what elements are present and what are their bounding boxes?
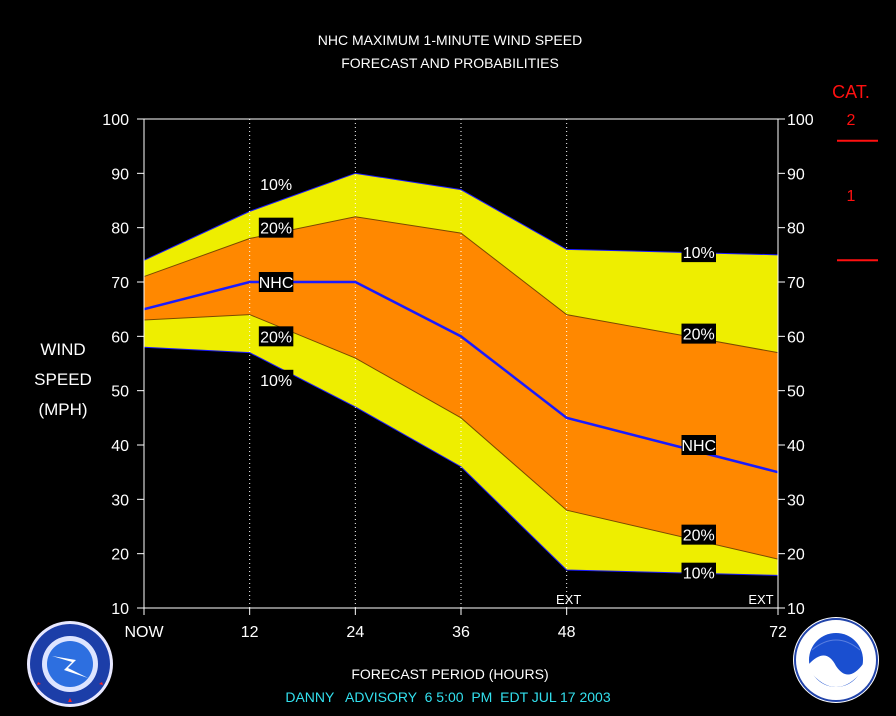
y-tick-label-left: 80 bbox=[111, 221, 129, 238]
y-tick-label-right: 10 bbox=[787, 601, 805, 618]
y-axis-title-line2: SPEED bbox=[34, 370, 92, 389]
x-tick-label: 48 bbox=[558, 624, 576, 641]
ext-marks: EXT EXT bbox=[556, 592, 774, 607]
annotation-background bbox=[258, 272, 294, 292]
ext-label: EXT bbox=[556, 592, 581, 607]
vertical-gridlines bbox=[249, 119, 568, 608]
y-tick-label-right: 50 bbox=[787, 384, 805, 401]
x-tick-label: 72 bbox=[769, 624, 787, 641]
y-tick-label-left: 30 bbox=[111, 492, 129, 509]
y-tick-label-left: 50 bbox=[111, 384, 129, 401]
y-tick-label-left: 10 bbox=[111, 601, 129, 618]
x-axis-title: FORECAST PERIOD (HOURS) bbox=[351, 666, 548, 682]
annotation-background bbox=[258, 326, 294, 347]
y-tick-label-left: 90 bbox=[111, 166, 129, 183]
y-tick-label-left: 100 bbox=[102, 112, 129, 129]
axes: 10 10 20 20 30 30 40 40 50 50 60 60 70 70 80 80 90 90 100 1… bbox=[102, 112, 814, 641]
annotation-background bbox=[681, 524, 716, 545]
y-tick-label-right: 30 bbox=[787, 492, 805, 509]
series-line-nhc bbox=[143, 280, 779, 474]
chart-title-line1: NHC MAXIMUM 1-MINUTE WIND SPEED bbox=[318, 32, 582, 48]
y-tick-label-left: 60 bbox=[111, 329, 129, 346]
category-label: 1 bbox=[847, 188, 856, 205]
y-tick-label-right: 40 bbox=[787, 438, 805, 455]
y-tick-label-right: 20 bbox=[787, 547, 805, 564]
series-line-lower-20 bbox=[143, 314, 779, 560]
annotation-label: 20% bbox=[683, 528, 715, 545]
annotation-background bbox=[258, 174, 294, 195]
y-tick-label-left: 70 bbox=[111, 275, 129, 292]
annotation-background bbox=[258, 369, 294, 390]
annotation-background bbox=[258, 217, 294, 238]
annotation-label: 10% bbox=[683, 566, 715, 583]
y-tick-label-right: 80 bbox=[787, 221, 805, 238]
annotation-label: 20% bbox=[683, 327, 715, 344]
annotation-background bbox=[681, 562, 716, 583]
annotation-label: 10% bbox=[260, 177, 292, 194]
y-axis-title-line3: (MPH) bbox=[38, 400, 87, 419]
advisory-line: DANNY ADVISORY 6 5:00 PM EDT JUL 17 2003 bbox=[285, 689, 610, 705]
y-axis-title: WIND SPEED (MPH) bbox=[34, 340, 92, 419]
series-line-upper-20 bbox=[143, 216, 779, 354]
annotation-label: 10% bbox=[683, 245, 715, 262]
y-tick-label-right: 60 bbox=[787, 329, 805, 346]
y-tick-label-right: 100 bbox=[787, 112, 814, 129]
y-tick-label-right: 70 bbox=[787, 275, 805, 292]
annotation-label: NHC bbox=[681, 438, 716, 455]
y-tick-label-left: 40 bbox=[111, 438, 129, 455]
noaa-logo bbox=[793, 617, 879, 703]
ext-label: EXT bbox=[748, 592, 773, 607]
annotation-background bbox=[681, 435, 716, 455]
x-tick-label: 24 bbox=[346, 624, 364, 641]
category-header: CAT. bbox=[832, 82, 870, 102]
annotation-label: NHC bbox=[259, 275, 294, 292]
category-label: 2 bbox=[847, 112, 856, 129]
annotation-label: 10% bbox=[260, 373, 292, 390]
annotation-label: 20% bbox=[260, 329, 292, 346]
x-tick-label: 12 bbox=[241, 624, 259, 641]
annotation-background bbox=[681, 242, 716, 263]
chart-title-line2: FORECAST AND PROBABILITIES bbox=[341, 55, 559, 71]
annotation-labels: 10% 20% NHC 20% 10% 10% 20% NHC 20% 10% bbox=[258, 174, 716, 583]
annotation-background bbox=[681, 323, 716, 344]
x-tick-label: 36 bbox=[452, 624, 470, 641]
annotation-label: 20% bbox=[260, 221, 292, 238]
y-tick-label-left: 20 bbox=[111, 547, 129, 564]
series-line-lower-10 bbox=[143, 346, 779, 576]
x-tick-label: NOW bbox=[124, 624, 164, 641]
nws-logo bbox=[27, 621, 113, 707]
series-line-upper-10 bbox=[143, 172, 779, 261]
y-axis-title-line1: WIND bbox=[40, 340, 85, 359]
nhc-forecast-line-group bbox=[143, 280, 779, 474]
y-tick-label-right: 90 bbox=[787, 166, 805, 183]
category-scale: 21 bbox=[837, 112, 878, 262]
